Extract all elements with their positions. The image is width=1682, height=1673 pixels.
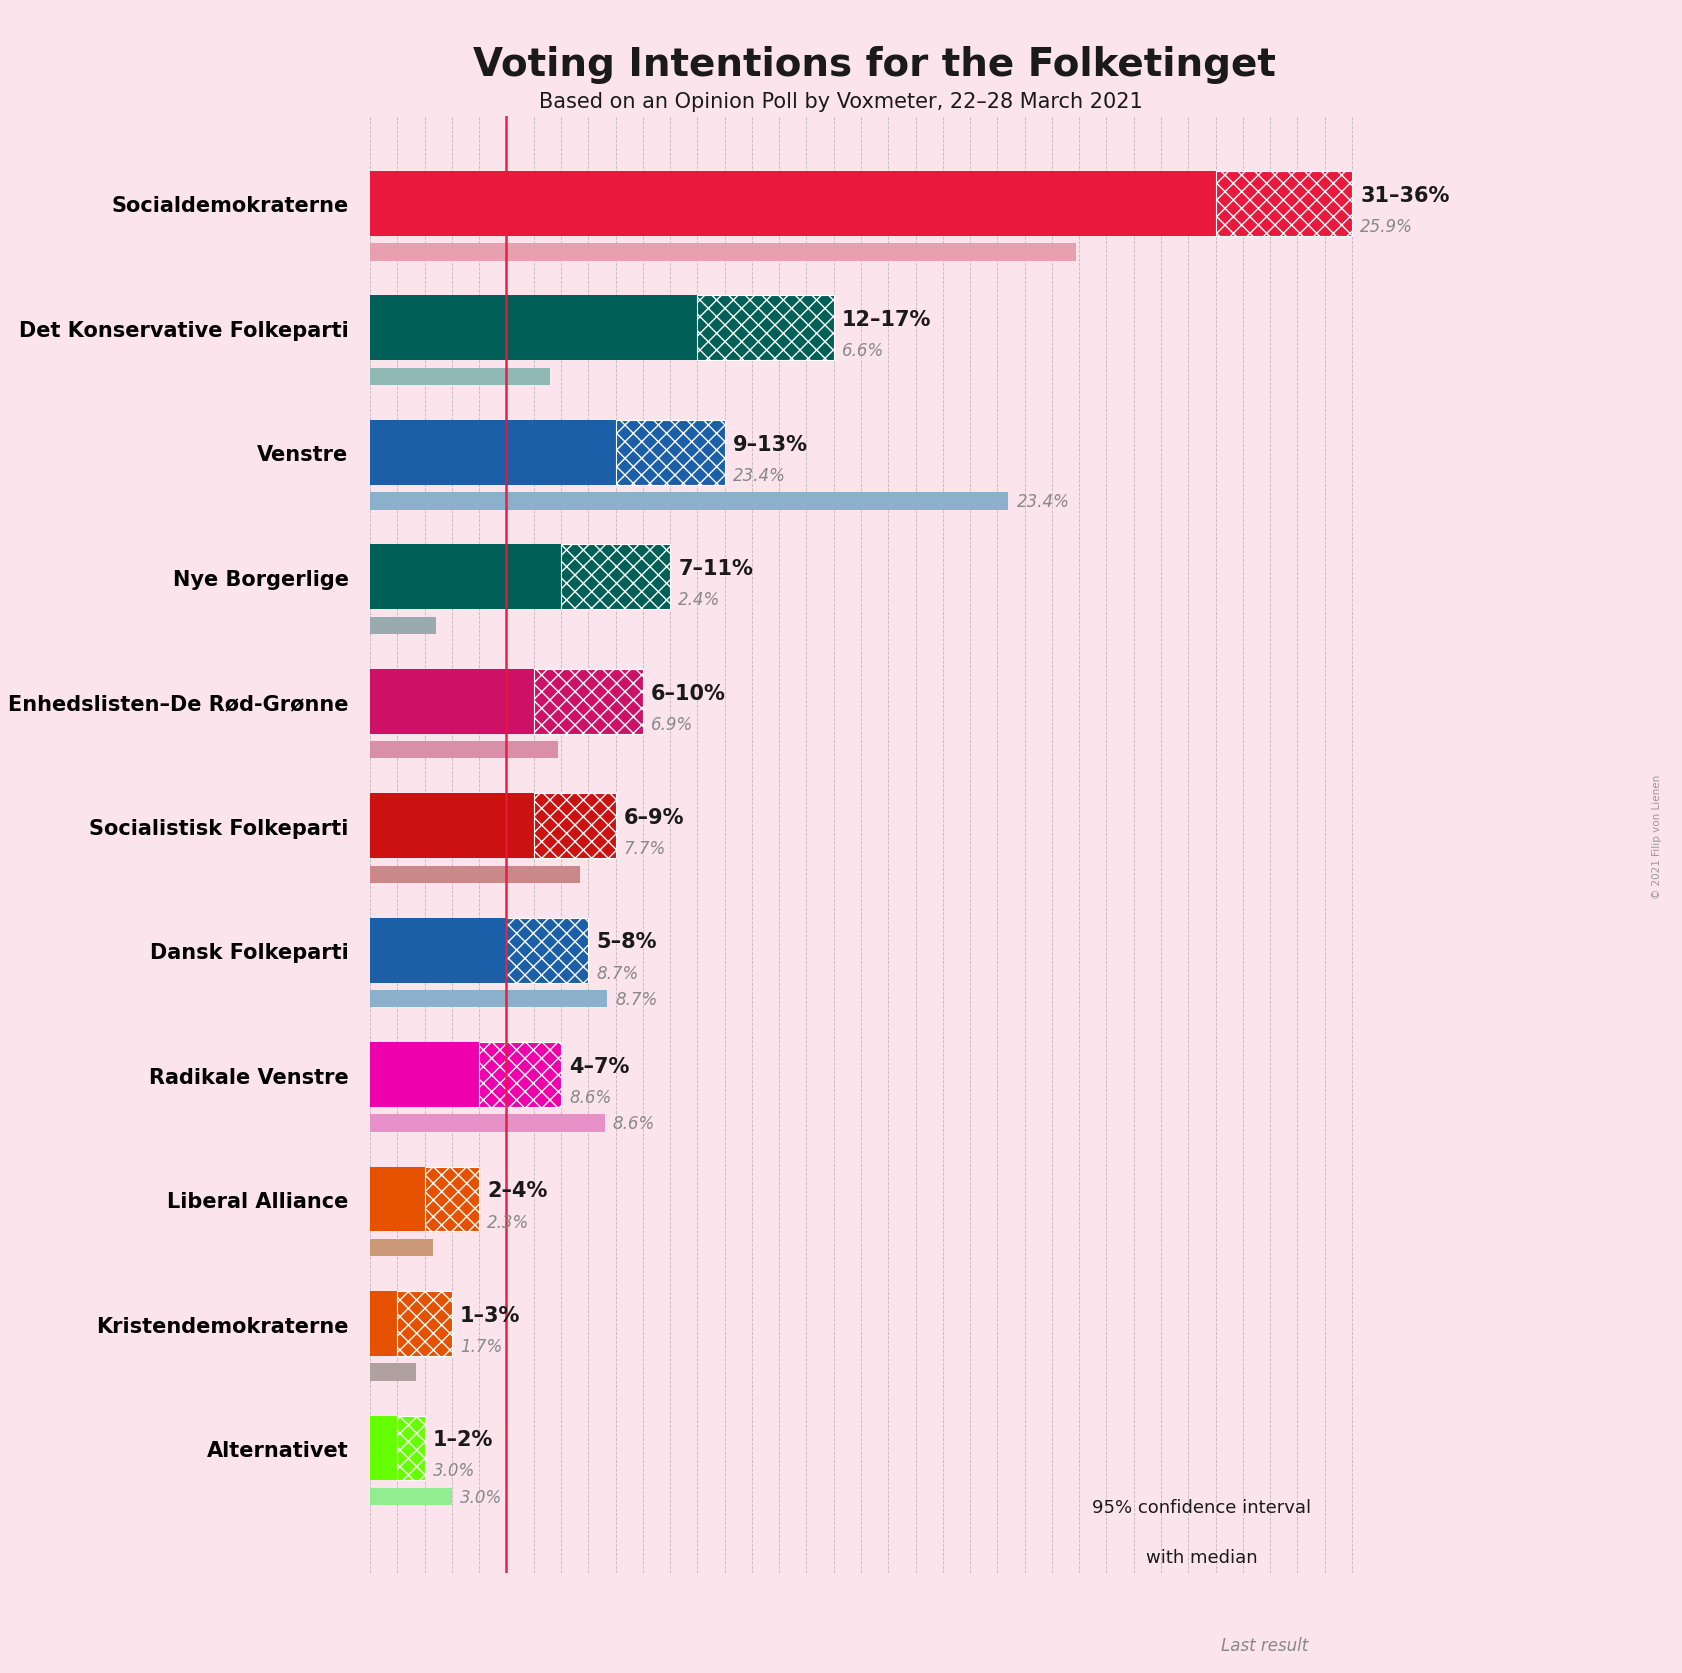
Bar xyxy=(370,368,550,386)
Text: 23.4%: 23.4% xyxy=(1016,492,1070,510)
Bar xyxy=(370,918,506,984)
Bar xyxy=(1216,172,1352,236)
Text: 95% confidence interval: 95% confidence interval xyxy=(1092,1497,1312,1516)
Text: 23.4%: 23.4% xyxy=(733,467,785,485)
Bar xyxy=(562,545,669,609)
Bar xyxy=(479,1042,562,1108)
Title: Voting Intentions for the Folketinget: Voting Intentions for the Folketinget xyxy=(473,45,1277,84)
Bar xyxy=(533,669,643,734)
Bar xyxy=(1093,1633,1216,1656)
Text: © 2021 Filip von Lienen: © 2021 Filip von Lienen xyxy=(1652,775,1662,898)
Bar xyxy=(370,1292,397,1357)
Bar xyxy=(370,1114,604,1133)
Text: 6.6%: 6.6% xyxy=(843,341,885,360)
Bar xyxy=(370,741,558,760)
Text: 4–7%: 4–7% xyxy=(569,1056,629,1076)
Bar xyxy=(370,545,562,609)
Text: 3.0%: 3.0% xyxy=(432,1462,474,1479)
Text: 8.7%: 8.7% xyxy=(597,964,639,982)
Bar xyxy=(370,1487,452,1506)
Text: 9–13%: 9–13% xyxy=(733,435,807,455)
Bar xyxy=(533,795,616,858)
Bar xyxy=(698,296,834,361)
Bar xyxy=(424,1168,479,1231)
Text: 5–8%: 5–8% xyxy=(597,932,658,952)
Text: 12–17%: 12–17% xyxy=(843,310,932,330)
Bar xyxy=(370,617,436,634)
Bar xyxy=(370,990,607,1007)
Text: 7–11%: 7–11% xyxy=(678,559,754,579)
Bar xyxy=(370,1240,432,1256)
Bar xyxy=(1161,1578,1216,1618)
Text: 7.7%: 7.7% xyxy=(624,840,666,858)
Text: 25.9%: 25.9% xyxy=(1361,217,1413,236)
Bar xyxy=(370,867,580,883)
Text: Based on an Opinion Poll by Voxmeter, 22–28 March 2021: Based on an Opinion Poll by Voxmeter, 22… xyxy=(540,92,1142,112)
Bar xyxy=(397,1415,424,1481)
Text: 2–4%: 2–4% xyxy=(488,1181,548,1201)
Text: 1–3%: 1–3% xyxy=(461,1305,520,1325)
Text: 6.9%: 6.9% xyxy=(651,714,693,733)
Text: 31–36%: 31–36% xyxy=(1361,186,1450,206)
Text: 6–10%: 6–10% xyxy=(651,683,727,703)
Text: 1–2%: 1–2% xyxy=(432,1429,493,1449)
Bar xyxy=(370,1415,397,1481)
Text: 6–9%: 6–9% xyxy=(624,808,685,828)
Bar xyxy=(1093,1578,1161,1618)
Bar xyxy=(370,1042,479,1108)
Bar xyxy=(370,1363,417,1380)
Bar xyxy=(370,296,698,361)
Bar xyxy=(370,420,616,485)
Text: 8.6%: 8.6% xyxy=(569,1089,611,1106)
Text: 8.7%: 8.7% xyxy=(616,990,658,1009)
Bar xyxy=(370,172,1216,236)
Text: 3.0%: 3.0% xyxy=(461,1487,503,1506)
Text: 1.7%: 1.7% xyxy=(461,1337,503,1355)
Bar xyxy=(370,1168,424,1231)
Bar xyxy=(397,1292,452,1357)
Bar xyxy=(370,795,533,858)
Text: with median: with median xyxy=(1145,1548,1258,1566)
Text: 2.4%: 2.4% xyxy=(678,591,720,609)
Bar xyxy=(370,669,533,734)
Bar xyxy=(506,918,589,984)
Bar xyxy=(370,494,1008,510)
Text: 2.3%: 2.3% xyxy=(488,1213,530,1231)
Text: Last result: Last result xyxy=(1221,1636,1309,1655)
Bar xyxy=(370,244,1076,261)
Bar xyxy=(616,420,725,485)
Text: 8.6%: 8.6% xyxy=(612,1114,654,1133)
